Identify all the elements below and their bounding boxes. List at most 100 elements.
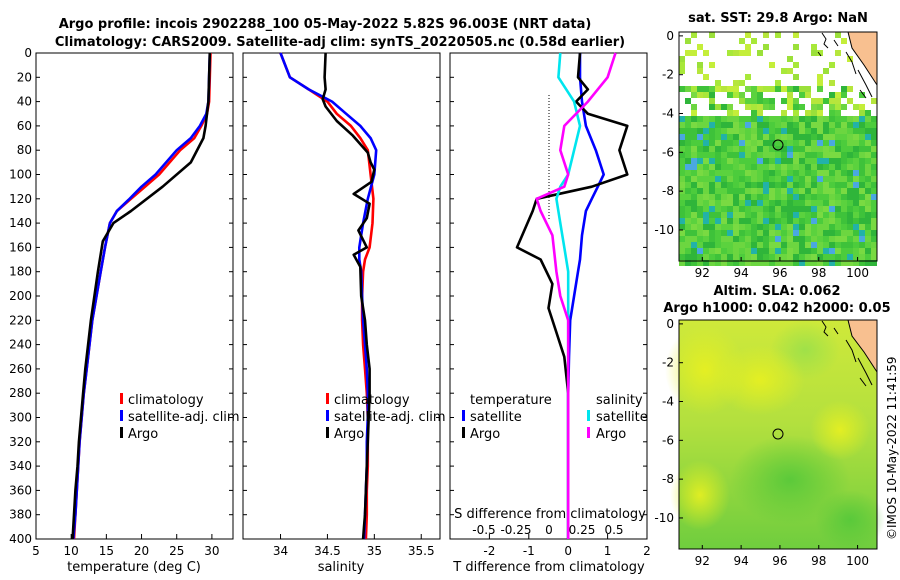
- sst-cell: [781, 134, 787, 140]
- sst-cell: [823, 134, 829, 140]
- sst-cell: [787, 176, 793, 182]
- sst-cell: [781, 194, 787, 200]
- y-tick-label: 100: [9, 168, 32, 182]
- sst-cell: [721, 254, 727, 260]
- sst-cell: [853, 176, 859, 182]
- sst-cell: [721, 104, 727, 110]
- sst-cell: [799, 86, 805, 92]
- sst-cell: [721, 248, 727, 254]
- legend-s-satellite: satellite: [596, 410, 648, 425]
- sst-cell: [799, 176, 805, 182]
- sst-cell: [709, 200, 715, 206]
- sst-cell: [739, 170, 745, 176]
- sst-cell: [799, 134, 805, 140]
- legend-satellite: satellite-adj. clim: [334, 410, 446, 425]
- sst-cell: [733, 248, 739, 254]
- sst-cell: [799, 200, 805, 206]
- sst-cell: [835, 158, 841, 164]
- sst-cell: [787, 218, 793, 224]
- y-tick-label: 80: [17, 143, 32, 157]
- sst-cell: [775, 80, 781, 86]
- sst-cell: [781, 122, 787, 128]
- y-tick-label: 20: [17, 70, 32, 84]
- sst-cell: [799, 104, 805, 110]
- sst-cell: [679, 170, 685, 176]
- sst-cell: [703, 206, 709, 212]
- imos-credit: ©IMOS 10-May-2022 11:41:59: [885, 356, 899, 540]
- sst-cell: [847, 176, 853, 182]
- temperature-legend: climatology satellite-adj. clim Argo: [120, 393, 240, 442]
- sst-cell: [679, 194, 685, 200]
- sst-cell: [763, 188, 769, 194]
- sst-cell: [709, 194, 715, 200]
- sst-cell: [841, 122, 847, 128]
- sst-cell: [847, 218, 853, 224]
- sst-cell: [793, 218, 799, 224]
- sst-cell: [823, 242, 829, 248]
- sst-cell: [715, 104, 721, 110]
- y-tick-label: 0: [24, 46, 32, 60]
- sst-cell: [757, 110, 763, 116]
- sst-cell: [787, 260, 793, 266]
- sst-cell: [715, 200, 721, 206]
- sst-cell: [835, 182, 841, 188]
- sst-cell: [721, 206, 727, 212]
- sst-cell: [799, 164, 805, 170]
- sst-cell: [835, 116, 841, 122]
- sst-cell: [739, 98, 745, 104]
- sst-cell: [769, 248, 775, 254]
- sst-cell: [817, 170, 823, 176]
- sst-cell: [715, 158, 721, 164]
- sst-cell: [835, 146, 841, 152]
- difference-lines: [515, 52, 629, 539]
- y-tick-label: 160: [9, 240, 32, 254]
- sst-cell: [853, 260, 859, 266]
- sst-cell: [745, 128, 751, 134]
- sst-cell: [769, 140, 775, 146]
- sst-cell: [763, 218, 769, 224]
- sst-cell: [739, 116, 745, 122]
- sst-cell: [823, 98, 829, 104]
- sst-cell: [751, 182, 757, 188]
- sst-cell: [793, 254, 799, 260]
- sst-cell: [709, 158, 715, 164]
- sst-cell: [691, 206, 697, 212]
- sst-cell: [817, 176, 823, 182]
- sst-cell: [835, 50, 841, 56]
- sst-cell: [769, 86, 775, 92]
- sst-cell: [817, 74, 823, 80]
- sst-cell: [835, 92, 841, 98]
- sst-cell: [721, 224, 727, 230]
- sst-cell: [709, 260, 715, 266]
- sst-cell: [853, 128, 859, 134]
- sst-cell: [787, 158, 793, 164]
- sst-cell: [871, 188, 877, 194]
- sst-cell: [859, 110, 865, 116]
- sst-cell: [835, 194, 841, 200]
- sst-cell: [745, 230, 751, 236]
- sst-cell: [793, 74, 799, 80]
- sst-cell: [865, 122, 871, 128]
- sst-cell: [871, 206, 877, 212]
- sst-cell: [787, 68, 793, 74]
- legend-argo: Argo: [334, 427, 364, 442]
- sst-cell: [835, 98, 841, 104]
- sst-cell: [811, 224, 817, 230]
- sst-cell: [763, 86, 769, 92]
- sst-cell: [721, 152, 727, 158]
- sst-cell: [793, 128, 799, 134]
- sst-cell: [751, 176, 757, 182]
- sst-cell: [739, 152, 745, 158]
- sst-cell: [727, 182, 733, 188]
- sst-cell: [841, 152, 847, 158]
- sst-cell: [799, 260, 805, 266]
- sst-cell: [853, 188, 859, 194]
- sst-cell: [703, 86, 709, 92]
- sst-cell: [847, 212, 853, 218]
- sst-cell: [829, 260, 835, 266]
- s-tick: 0.25: [569, 523, 596, 537]
- salinity-legend: climatology satellite-adj. clim Argo: [326, 393, 446, 442]
- sst-cell: [871, 236, 877, 242]
- sst-cell: [853, 170, 859, 176]
- sst-cell: [751, 158, 757, 164]
